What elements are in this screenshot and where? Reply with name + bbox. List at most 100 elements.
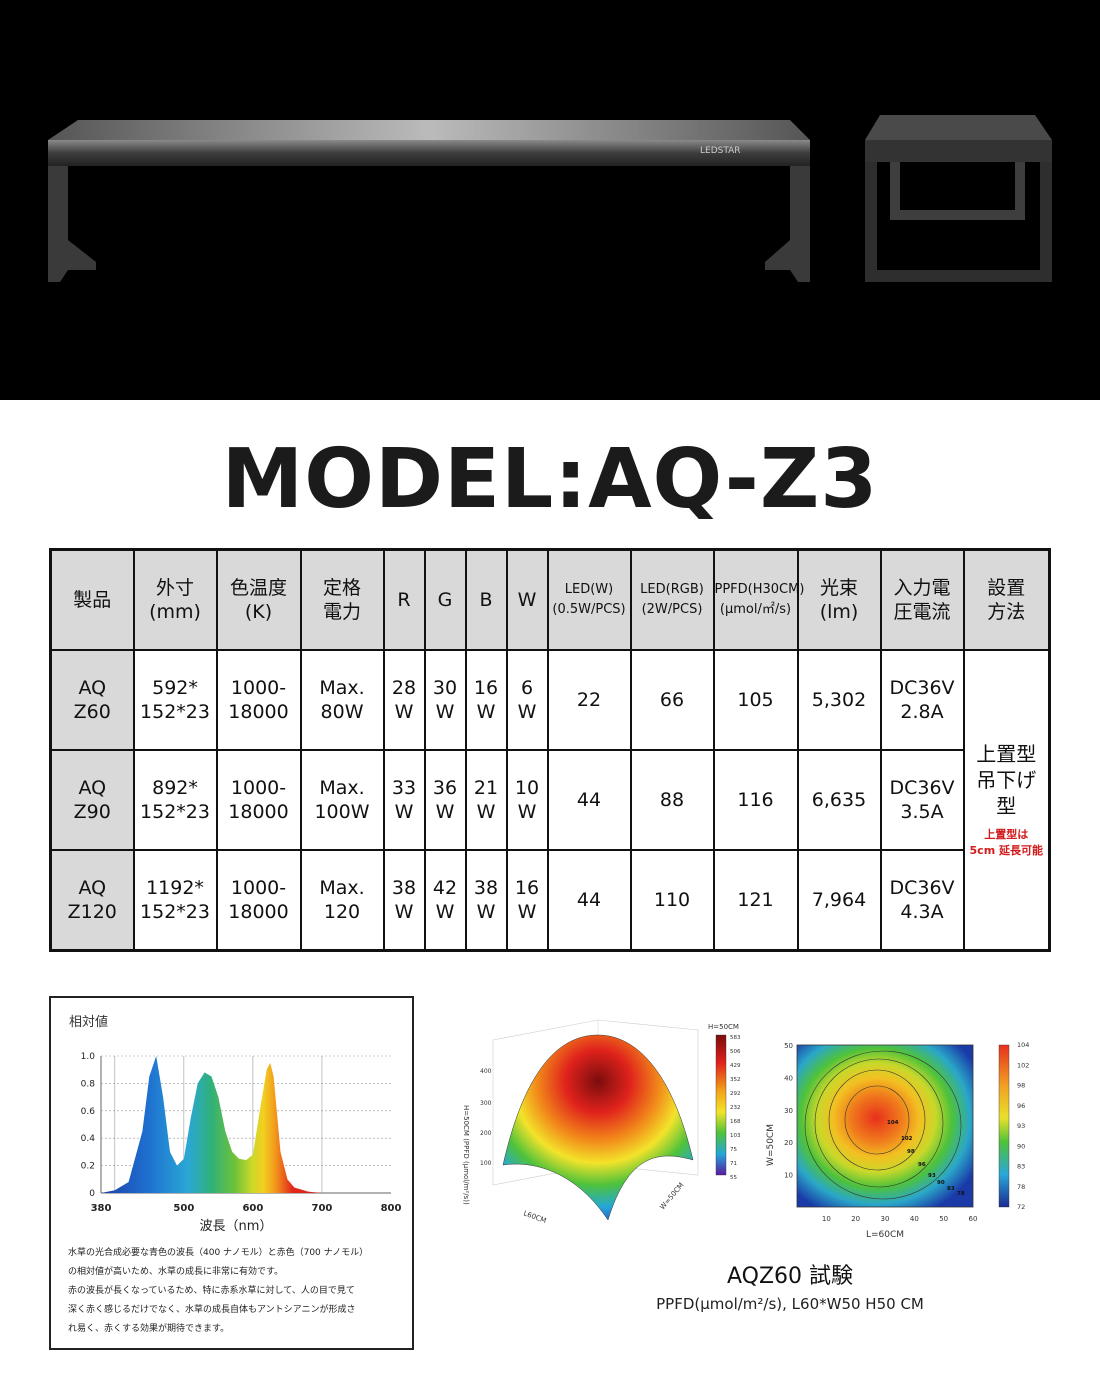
cell-text: 型 — [996, 794, 1017, 818]
heatmap-x-tick: 50 — [939, 1215, 948, 1223]
cell-text: 2.8A — [900, 701, 944, 723]
cell-text: 120 — [323, 901, 361, 923]
heatmap-caption-sub: PPFD(μmol/m²/s), L60*W50 H50 CM — [656, 1295, 924, 1313]
cell-text: Max. — [319, 877, 365, 899]
heatmap-x-tick: 10 — [822, 1215, 831, 1223]
heatmap-colorbar-tick: 102 — [1017, 1061, 1029, 1069]
cell-text: 入力電 — [893, 577, 951, 599]
heatmap-y-tick: 20 — [784, 1139, 793, 1147]
cell-text: PPFD(H30CM) — [714, 582, 805, 597]
heatmap-x-tick: 20 — [851, 1215, 860, 1223]
spectrum-y-tick: 0.2 — [81, 1162, 95, 1172]
spectrum-y-tick: 0 — [89, 1189, 95, 1199]
heatmap-colorbar-tick: 78 — [1017, 1183, 1025, 1191]
cell-w: 16 W — [505, 849, 549, 952]
cell-text: W — [435, 801, 455, 823]
cell-text: W — [476, 701, 496, 723]
cell-lumen: 6,635 — [796, 749, 882, 851]
cell-text: 152*23 — [140, 801, 210, 823]
spectrum-x-tick: 700 — [312, 1203, 333, 1214]
cell-g: 36 W — [423, 749, 467, 851]
contour-label: 102 — [901, 1136, 913, 1142]
heatmap-colorbar-tick: 72 — [1017, 1203, 1025, 1211]
spectrum-y-tick: 1.0 — [81, 1052, 96, 1062]
cell-input: DC36V 2.8A — [879, 649, 965, 751]
cell-r: 33 W — [382, 749, 426, 851]
column-header: 外寸 (mm) — [132, 548, 218, 651]
contour-label: 98 — [907, 1149, 915, 1155]
surface-xlabel: L60CM — [522, 1209, 547, 1225]
cell-text: 1192* — [146, 877, 204, 899]
column-header: 入力電 圧電流 — [879, 548, 965, 651]
cell-led-rgb: 66 — [629, 649, 715, 751]
heatmap-caption-title: AQZ60 試験 — [726, 1264, 854, 1289]
cell-text: 上置型は — [984, 828, 1029, 841]
cell-text: 圧電流 — [893, 601, 951, 623]
cell-install-method: 上置型 吊下げ型上置型は 5cm 延長可能 — [962, 649, 1051, 952]
cell-text: DC36V — [889, 677, 955, 699]
cell-color-temp: 1000- 18000 — [215, 849, 302, 952]
surface-title: H=50CM — [708, 1023, 739, 1031]
heatmap-y-tick: 10 — [784, 1172, 793, 1180]
heatmap-y-tick: 30 — [784, 1107, 793, 1115]
cell-text: 外寸 — [155, 577, 194, 599]
cell-text: AQ — [78, 677, 107, 699]
column-header: 定格 電力 — [299, 548, 385, 651]
cell-text: W — [394, 901, 414, 923]
cell-text: W — [517, 701, 537, 723]
table-header-row: 製品 外寸 (mm) 色温度 (K) 定格 電力 R G B W LED(W) (0.5W/PCS) LE… — [49, 548, 1051, 651]
spectrum-panel: 相対値 380 500 600 700 800 1.0 0.8 0.6 0.4 0.2 0 波長（… — [49, 996, 414, 1350]
cell-text: AQ — [78, 877, 107, 899]
column-header: 設置 方法 — [962, 548, 1051, 651]
column-header: PPFD(H30CM) (μmol/㎡/s) — [712, 548, 804, 651]
column-header: R — [382, 548, 426, 651]
cell-text: G — [437, 589, 453, 611]
spectrum-chart: 相対値 380 500 600 700 800 1.0 0.8 0.6 0.4 0.2 0 波長（… — [69, 1014, 401, 1234]
cell-text: 1000- — [230, 677, 287, 699]
table-row: AQ Z90 892* 152*23 1000- 18000 Max. 100W 33 W 36 W 2… — [49, 749, 1050, 851]
column-header: G — [423, 548, 467, 651]
cell-text: 設置 — [987, 577, 1026, 599]
surface-ylabel: W=50CM — [658, 1181, 685, 1211]
surface-colorbar-tick: 429 — [730, 1063, 741, 1069]
cell-lumen: 5,302 — [796, 649, 882, 751]
spectrum-xlabel: 波長（nm） — [200, 1219, 273, 1234]
cell-text: LED(W) — [564, 582, 614, 597]
cell-text: 21 — [473, 777, 499, 799]
cell-product: AQ Z120 — [49, 849, 135, 952]
description-line: れ易く、赤くする効果が期待できます。 — [68, 1324, 230, 1334]
cell-text: (mm) — [149, 601, 201, 623]
cell-text: 10 — [514, 777, 540, 799]
cell-text: R — [397, 589, 411, 611]
cell-text: 33 — [391, 777, 417, 799]
cell-text: B — [479, 589, 493, 611]
cell-text: 定格 — [322, 577, 361, 599]
contour-label: 104 — [887, 1120, 899, 1126]
cell-text: 上置型 — [976, 742, 1037, 766]
cell-led-rgb: 88 — [629, 749, 715, 851]
cell-text: 6 — [520, 677, 534, 699]
cell-led-rgb: 110 — [629, 849, 715, 952]
description-line: の相対値が高いため、水草の成長に非常に有効です。 — [68, 1267, 284, 1277]
cell-text: W — [517, 801, 537, 823]
cell-text: Max. — [319, 677, 365, 699]
install-note: 上置型は 5cm 延長可能 — [965, 827, 1049, 859]
cell-g: 42 W — [423, 849, 467, 952]
cell-text: W — [476, 901, 496, 923]
cell-text: 色温度 — [229, 577, 287, 599]
cell-size: 892* 152*23 — [132, 749, 218, 851]
surface-colorbar-tick: 506 — [730, 1049, 741, 1055]
cell-product: AQ Z60 — [49, 649, 135, 751]
spectrum-description: 水草の光合成必要な青色の波長（400 ナノモル）と赤色（700 ナノモル） の相… — [68, 1244, 408, 1339]
contour-label: 90 — [937, 1180, 945, 1186]
model-title: MODEL:AQ-Z3 — [221, 432, 879, 527]
cell-text: Z90 — [73, 801, 111, 823]
cell-led-w: 22 — [546, 649, 632, 751]
cell-text: 16 — [473, 677, 499, 699]
brand-logo: LEDSTAR — [700, 146, 741, 156]
cell-text: W — [435, 901, 455, 923]
column-header: LED(RGB) (2W/PCS) — [629, 548, 715, 651]
heatmap-y-tick: 40 — [784, 1074, 793, 1082]
cell-text: 42 — [432, 877, 458, 899]
cell-text: 光束 — [819, 577, 858, 599]
